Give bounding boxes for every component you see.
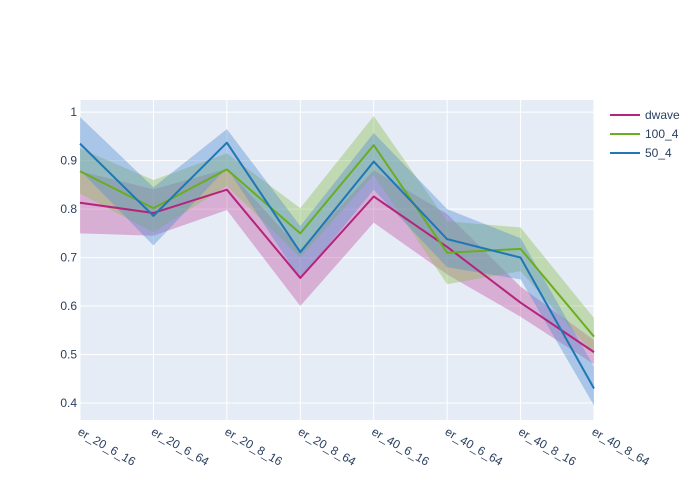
x-tick-label: er_20_6_64 <box>149 424 212 468</box>
x-tick-label: er_20_8_64 <box>296 424 359 468</box>
x-tick-label: er_40_8_16 <box>516 424 579 468</box>
plot-background <box>80 100 594 420</box>
legend-label: dwave <box>645 108 680 122</box>
y-tick-label: 1 <box>70 105 77 119</box>
y-tick-label: 0.6 <box>60 299 77 313</box>
legend-item-50_4[interactable]: 50_4 <box>610 146 672 160</box>
confidence-bands <box>80 116 594 406</box>
y-tick-label: 0.5 <box>60 348 77 362</box>
legend-label: 50_4 <box>645 146 672 160</box>
line-50_4 <box>79 141 595 389</box>
y-tick-label: 0.8 <box>60 202 77 216</box>
y-gridlines <box>80 111 594 404</box>
y-axis-tick-labels: 0.4 0.5 0.6 0.7 0.8 0.9 1 <box>60 105 77 410</box>
band-100_4 <box>80 116 594 355</box>
x-tick-label: er_20_8_16 <box>222 424 285 468</box>
x-tick-label: er_20_6_16 <box>76 424 139 468</box>
legend-label: 100_4 <box>645 127 679 141</box>
y-tick-label: 0.9 <box>60 154 77 168</box>
line-dwave <box>79 188 595 353</box>
y-tick-label: 0.7 <box>60 251 77 265</box>
y-tick-label: 0.4 <box>60 396 77 410</box>
band-50_4 <box>80 116 594 406</box>
line-100_4 <box>79 144 595 338</box>
legend-item-dwave[interactable]: dwave <box>610 108 680 122</box>
x-gridlines <box>79 100 595 420</box>
x-tick-label: er_40_6_64 <box>443 424 506 468</box>
x-axis-tick-labels: er_20_6_16 er_20_6_64 er_20_8_16 er_20_8_64… <box>76 424 653 468</box>
band-dwave <box>80 168 594 365</box>
legend-item-100_4[interactable]: 100_4 <box>610 127 679 141</box>
x-tick-label: er_40_8_64 <box>590 424 653 468</box>
x-tick-label: er_40_6_16 <box>369 424 432 468</box>
series-lines <box>79 141 595 389</box>
legend[interactable]: dwave 100_4 50_4 <box>610 108 680 160</box>
